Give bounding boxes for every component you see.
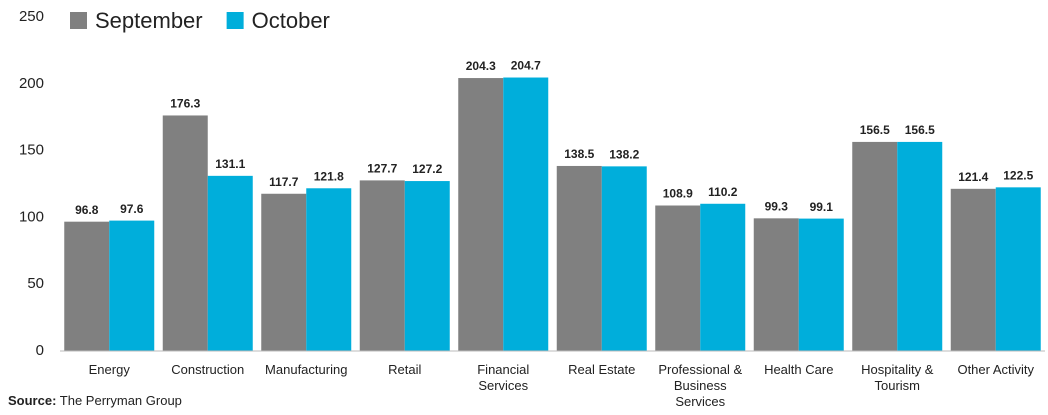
data-label: 99.3 [765,200,789,214]
bar [306,188,352,351]
x-tick-line: Manufacturing [265,362,347,377]
x-tick-line: Professional & [658,362,742,377]
data-label: 122.5 [1003,169,1033,183]
data-label: 127.7 [367,162,397,176]
bar [601,166,647,351]
legend-label: September [95,8,203,33]
x-tick-line: Retail [388,362,421,377]
data-label: 97.6 [120,202,144,216]
y-tick-label: 50 [27,275,44,292]
data-label: 96.8 [75,203,99,217]
y-tick-label: 200 [19,75,44,92]
bar [404,181,450,351]
x-tick-line: Financial [477,362,529,377]
x-tick-line: Energy [89,362,131,377]
data-label: 121.4 [958,170,988,184]
y-tick-label: 100 [19,208,44,225]
data-label: 110.2 [708,185,738,199]
data-label: 156.5 [860,123,890,137]
bar [109,220,155,351]
y-tick-label: 0 [36,342,44,359]
x-tick-line: Real Estate [568,362,635,377]
x-tick-line: Construction [171,362,244,377]
data-label: 138.2 [609,148,639,162]
legend-swatch [226,12,244,29]
x-tick-label: Manufacturing [265,362,347,377]
data-label: 156.5 [905,123,935,137]
x-tick-line: Tourism [874,378,920,393]
x-tick-label: Financial Services [477,362,529,393]
bar [700,203,746,351]
bar [207,175,253,351]
x-tick-line: Health Care [764,362,833,377]
x-tick-label: Real Estate [568,362,635,377]
x-tick-label: Other Activity [957,362,1034,377]
x-tick-line: Services [478,378,528,393]
y-tick-label: 250 [19,8,44,25]
bar [261,193,307,351]
x-tick-line: Hospitality & [861,362,934,377]
data-label: 99.1 [810,200,834,214]
data-label: 131.1 [215,157,245,171]
data-label: 204.7 [511,59,541,73]
data-label: 127.2 [412,162,442,176]
legend-swatch [70,12,87,29]
bar [798,218,844,351]
x-tick-line: Business [674,378,727,393]
bar [162,115,208,352]
data-label: 176.3 [170,97,200,111]
source-text: The Perryman Group [60,393,182,408]
x-tick-label: Professional & Business Services [658,362,742,409]
bar [950,188,996,351]
bar [359,180,405,351]
bar [655,205,701,351]
bar [458,78,504,351]
bar [556,165,602,351]
data-label: 121.8 [314,169,344,183]
data-label: 117.7 [269,175,299,189]
bar [897,141,943,351]
bar [995,187,1041,351]
x-tick-label: Energy [89,362,131,377]
bar [503,77,549,351]
x-tick-line: Services [675,394,725,409]
source: Source: The Perryman Group [8,393,182,408]
x-tick-label: Construction [171,362,244,377]
bar [753,218,799,351]
x-tick-label: Health Care [764,362,833,377]
x-tick-line: Other Activity [957,362,1034,377]
data-label: 108.9 [663,187,693,201]
x-tick-label: Hospitality & Tourism [861,362,934,393]
bar [852,141,898,351]
legend-label: October [252,8,330,33]
data-label: 138.5 [564,147,594,161]
data-label: 204.3 [466,59,496,73]
x-tick-label: Retail [388,362,421,377]
y-tick-label: 150 [19,142,44,159]
source-label: Source: [8,393,56,408]
bar [64,221,110,351]
